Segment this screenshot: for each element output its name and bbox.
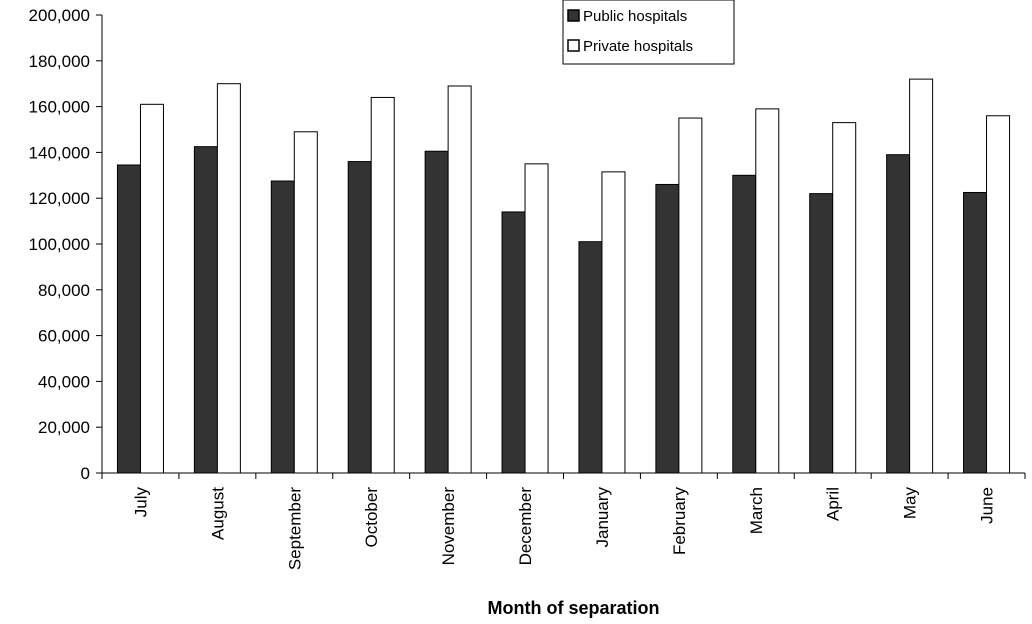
bar-public (270, 180, 295, 474)
legend-swatch (567, 39, 580, 52)
y-tick-label: 200,000 (29, 6, 90, 25)
bar-private (832, 122, 857, 474)
bar-private (139, 103, 164, 474)
y-tick-label: 0 (81, 464, 90, 483)
bar-public (347, 161, 372, 474)
x-tick-label: November (439, 487, 458, 566)
bar-public (578, 241, 603, 474)
legend: Public hospitals Private hospitals (562, 0, 735, 65)
bar-public (424, 150, 449, 474)
x-tick-label: May (901, 487, 920, 520)
x-tick-label: February (670, 487, 689, 556)
bar-private (678, 117, 703, 474)
x-tick-label: October (362, 487, 381, 548)
y-tick-label: 160,000 (29, 98, 90, 117)
bar-private (216, 83, 241, 474)
bar-public (963, 191, 988, 474)
x-tick-label: June (978, 487, 997, 524)
y-tick-label: 80,000 (38, 281, 90, 300)
bar-private (447, 85, 472, 474)
x-axis-title: Month of separation (488, 598, 660, 618)
bar-private (601, 171, 626, 474)
bar-private (524, 163, 549, 474)
x-tick-label: September (285, 487, 304, 570)
y-tick-label: 120,000 (29, 189, 90, 208)
x-tick-label: January (593, 487, 612, 548)
bar-public (655, 183, 680, 474)
bar-private (293, 131, 318, 474)
y-tick-label: 100,000 (29, 235, 90, 254)
bars (116, 78, 1011, 474)
bar-public (193, 146, 218, 474)
x-tick-label: April (824, 487, 843, 521)
bar-public (732, 174, 757, 474)
y-tick-label: 20,000 (38, 418, 90, 437)
bar-private (370, 96, 395, 474)
bar-public (809, 193, 834, 474)
bar-public (116, 164, 141, 474)
bar-private (909, 78, 934, 474)
y-tick-label: 180,000 (29, 52, 90, 71)
y-tick-label: 140,000 (29, 143, 90, 162)
y-tick-label: 60,000 (38, 327, 90, 346)
legend-box (562, 0, 735, 65)
y-tick-label: 40,000 (38, 372, 90, 391)
x-axis: July August September October November Decemb… (101, 472, 1026, 570)
legend-swatch (567, 9, 580, 22)
x-tick-label: March (747, 487, 766, 534)
bar-private (986, 115, 1011, 474)
x-tick-label: December (516, 487, 535, 566)
bar-public (501, 211, 526, 474)
y-axis: 0 20,000 40,000 60,000 80,000 100,000 120,000 1… (29, 6, 103, 483)
bar-private (755, 108, 780, 474)
legend-label: Private hospitals (583, 38, 693, 55)
x-tick-label: August (208, 487, 227, 540)
bar-public (886, 154, 911, 474)
x-tick-label: July (131, 487, 150, 518)
legend-label: Public hospitals (583, 8, 687, 25)
